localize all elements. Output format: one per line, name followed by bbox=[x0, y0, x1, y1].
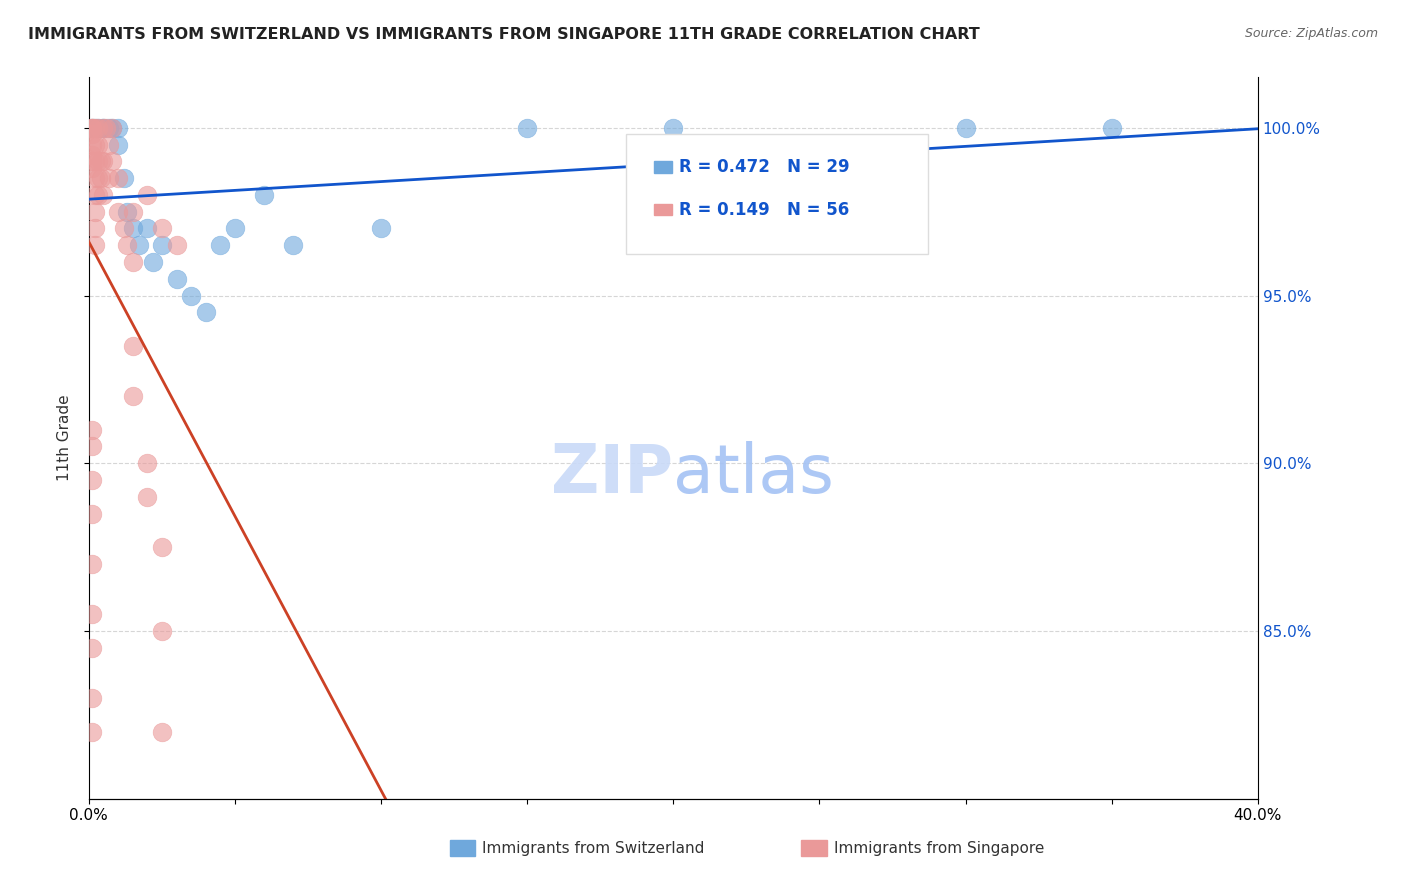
Point bbox=[80, 147, 103, 161]
Point bbox=[86, 154, 108, 169]
Point bbox=[83, 187, 105, 202]
Point bbox=[180, 288, 202, 302]
Point bbox=[98, 171, 121, 186]
Point bbox=[90, 154, 112, 169]
Y-axis label: 11th Grade: 11th Grade bbox=[58, 395, 72, 482]
Point bbox=[80, 120, 103, 135]
Point bbox=[86, 120, 108, 135]
Point bbox=[80, 640, 103, 655]
Point bbox=[80, 440, 103, 454]
Point bbox=[115, 238, 138, 252]
Point bbox=[112, 221, 135, 235]
Point bbox=[86, 171, 108, 186]
Point bbox=[83, 221, 105, 235]
Point bbox=[101, 120, 124, 135]
Point bbox=[150, 540, 173, 554]
Point bbox=[166, 238, 188, 252]
Point bbox=[516, 120, 538, 135]
Point bbox=[128, 238, 150, 252]
Point bbox=[80, 128, 103, 142]
Point bbox=[370, 221, 392, 235]
Point bbox=[93, 187, 115, 202]
Point bbox=[98, 120, 121, 135]
Point bbox=[83, 137, 105, 152]
Point bbox=[83, 154, 105, 169]
Point bbox=[80, 724, 103, 739]
Text: IMMIGRANTS FROM SWITZERLAND VS IMMIGRANTS FROM SINGAPORE 11TH GRADE CORRELATION : IMMIGRANTS FROM SWITZERLAND VS IMMIGRANT… bbox=[28, 27, 980, 42]
Point bbox=[107, 137, 129, 152]
Point bbox=[80, 423, 103, 437]
Point bbox=[107, 120, 129, 135]
Point bbox=[808, 137, 831, 152]
Point bbox=[80, 161, 103, 175]
Text: Immigrants from Switzerland: Immigrants from Switzerland bbox=[482, 841, 704, 855]
Point bbox=[80, 607, 103, 622]
Point bbox=[80, 120, 103, 135]
Point bbox=[955, 120, 977, 135]
Point bbox=[83, 171, 105, 186]
Point bbox=[83, 120, 105, 135]
Point bbox=[121, 204, 143, 219]
Text: R = 0.149   N = 56: R = 0.149 N = 56 bbox=[679, 201, 849, 219]
Point bbox=[121, 339, 143, 353]
Point bbox=[80, 507, 103, 521]
Point bbox=[150, 624, 173, 638]
Point bbox=[86, 187, 108, 202]
Point bbox=[150, 724, 173, 739]
Point bbox=[83, 204, 105, 219]
Point bbox=[253, 187, 276, 202]
Point bbox=[80, 120, 103, 135]
Point bbox=[101, 120, 124, 135]
Text: R = 0.472   N = 29: R = 0.472 N = 29 bbox=[679, 158, 849, 176]
Point bbox=[80, 154, 103, 169]
Point bbox=[93, 120, 115, 135]
Point bbox=[1101, 120, 1123, 135]
Point bbox=[86, 137, 108, 152]
Point bbox=[90, 171, 112, 186]
Point bbox=[98, 137, 121, 152]
Point bbox=[121, 389, 143, 403]
Point bbox=[80, 557, 103, 571]
Point bbox=[283, 238, 305, 252]
Text: Source: ZipAtlas.com: Source: ZipAtlas.com bbox=[1244, 27, 1378, 40]
Point bbox=[83, 238, 105, 252]
Point bbox=[112, 171, 135, 186]
Point bbox=[93, 154, 115, 169]
Text: ZIP: ZIP bbox=[551, 442, 673, 508]
Point bbox=[136, 221, 159, 235]
Point bbox=[80, 691, 103, 706]
Point bbox=[136, 490, 159, 504]
Point bbox=[136, 456, 159, 470]
Point bbox=[209, 238, 232, 252]
Point bbox=[121, 221, 143, 235]
Point bbox=[93, 120, 115, 135]
Point bbox=[142, 255, 165, 269]
Point bbox=[166, 271, 188, 285]
Point bbox=[80, 473, 103, 487]
Point bbox=[96, 120, 118, 135]
Point bbox=[107, 171, 129, 186]
Point bbox=[80, 120, 103, 135]
Point bbox=[115, 204, 138, 219]
Text: atlas: atlas bbox=[673, 442, 834, 508]
Point bbox=[83, 120, 105, 135]
Point bbox=[224, 221, 246, 235]
Point bbox=[121, 255, 143, 269]
Point bbox=[150, 221, 173, 235]
Point bbox=[86, 120, 108, 135]
Point bbox=[136, 187, 159, 202]
Point bbox=[80, 137, 103, 152]
Text: Immigrants from Singapore: Immigrants from Singapore bbox=[834, 841, 1045, 855]
Point bbox=[107, 204, 129, 219]
Point bbox=[662, 120, 685, 135]
Point bbox=[150, 238, 173, 252]
Point bbox=[194, 305, 217, 319]
Point bbox=[101, 154, 124, 169]
Point bbox=[93, 120, 115, 135]
